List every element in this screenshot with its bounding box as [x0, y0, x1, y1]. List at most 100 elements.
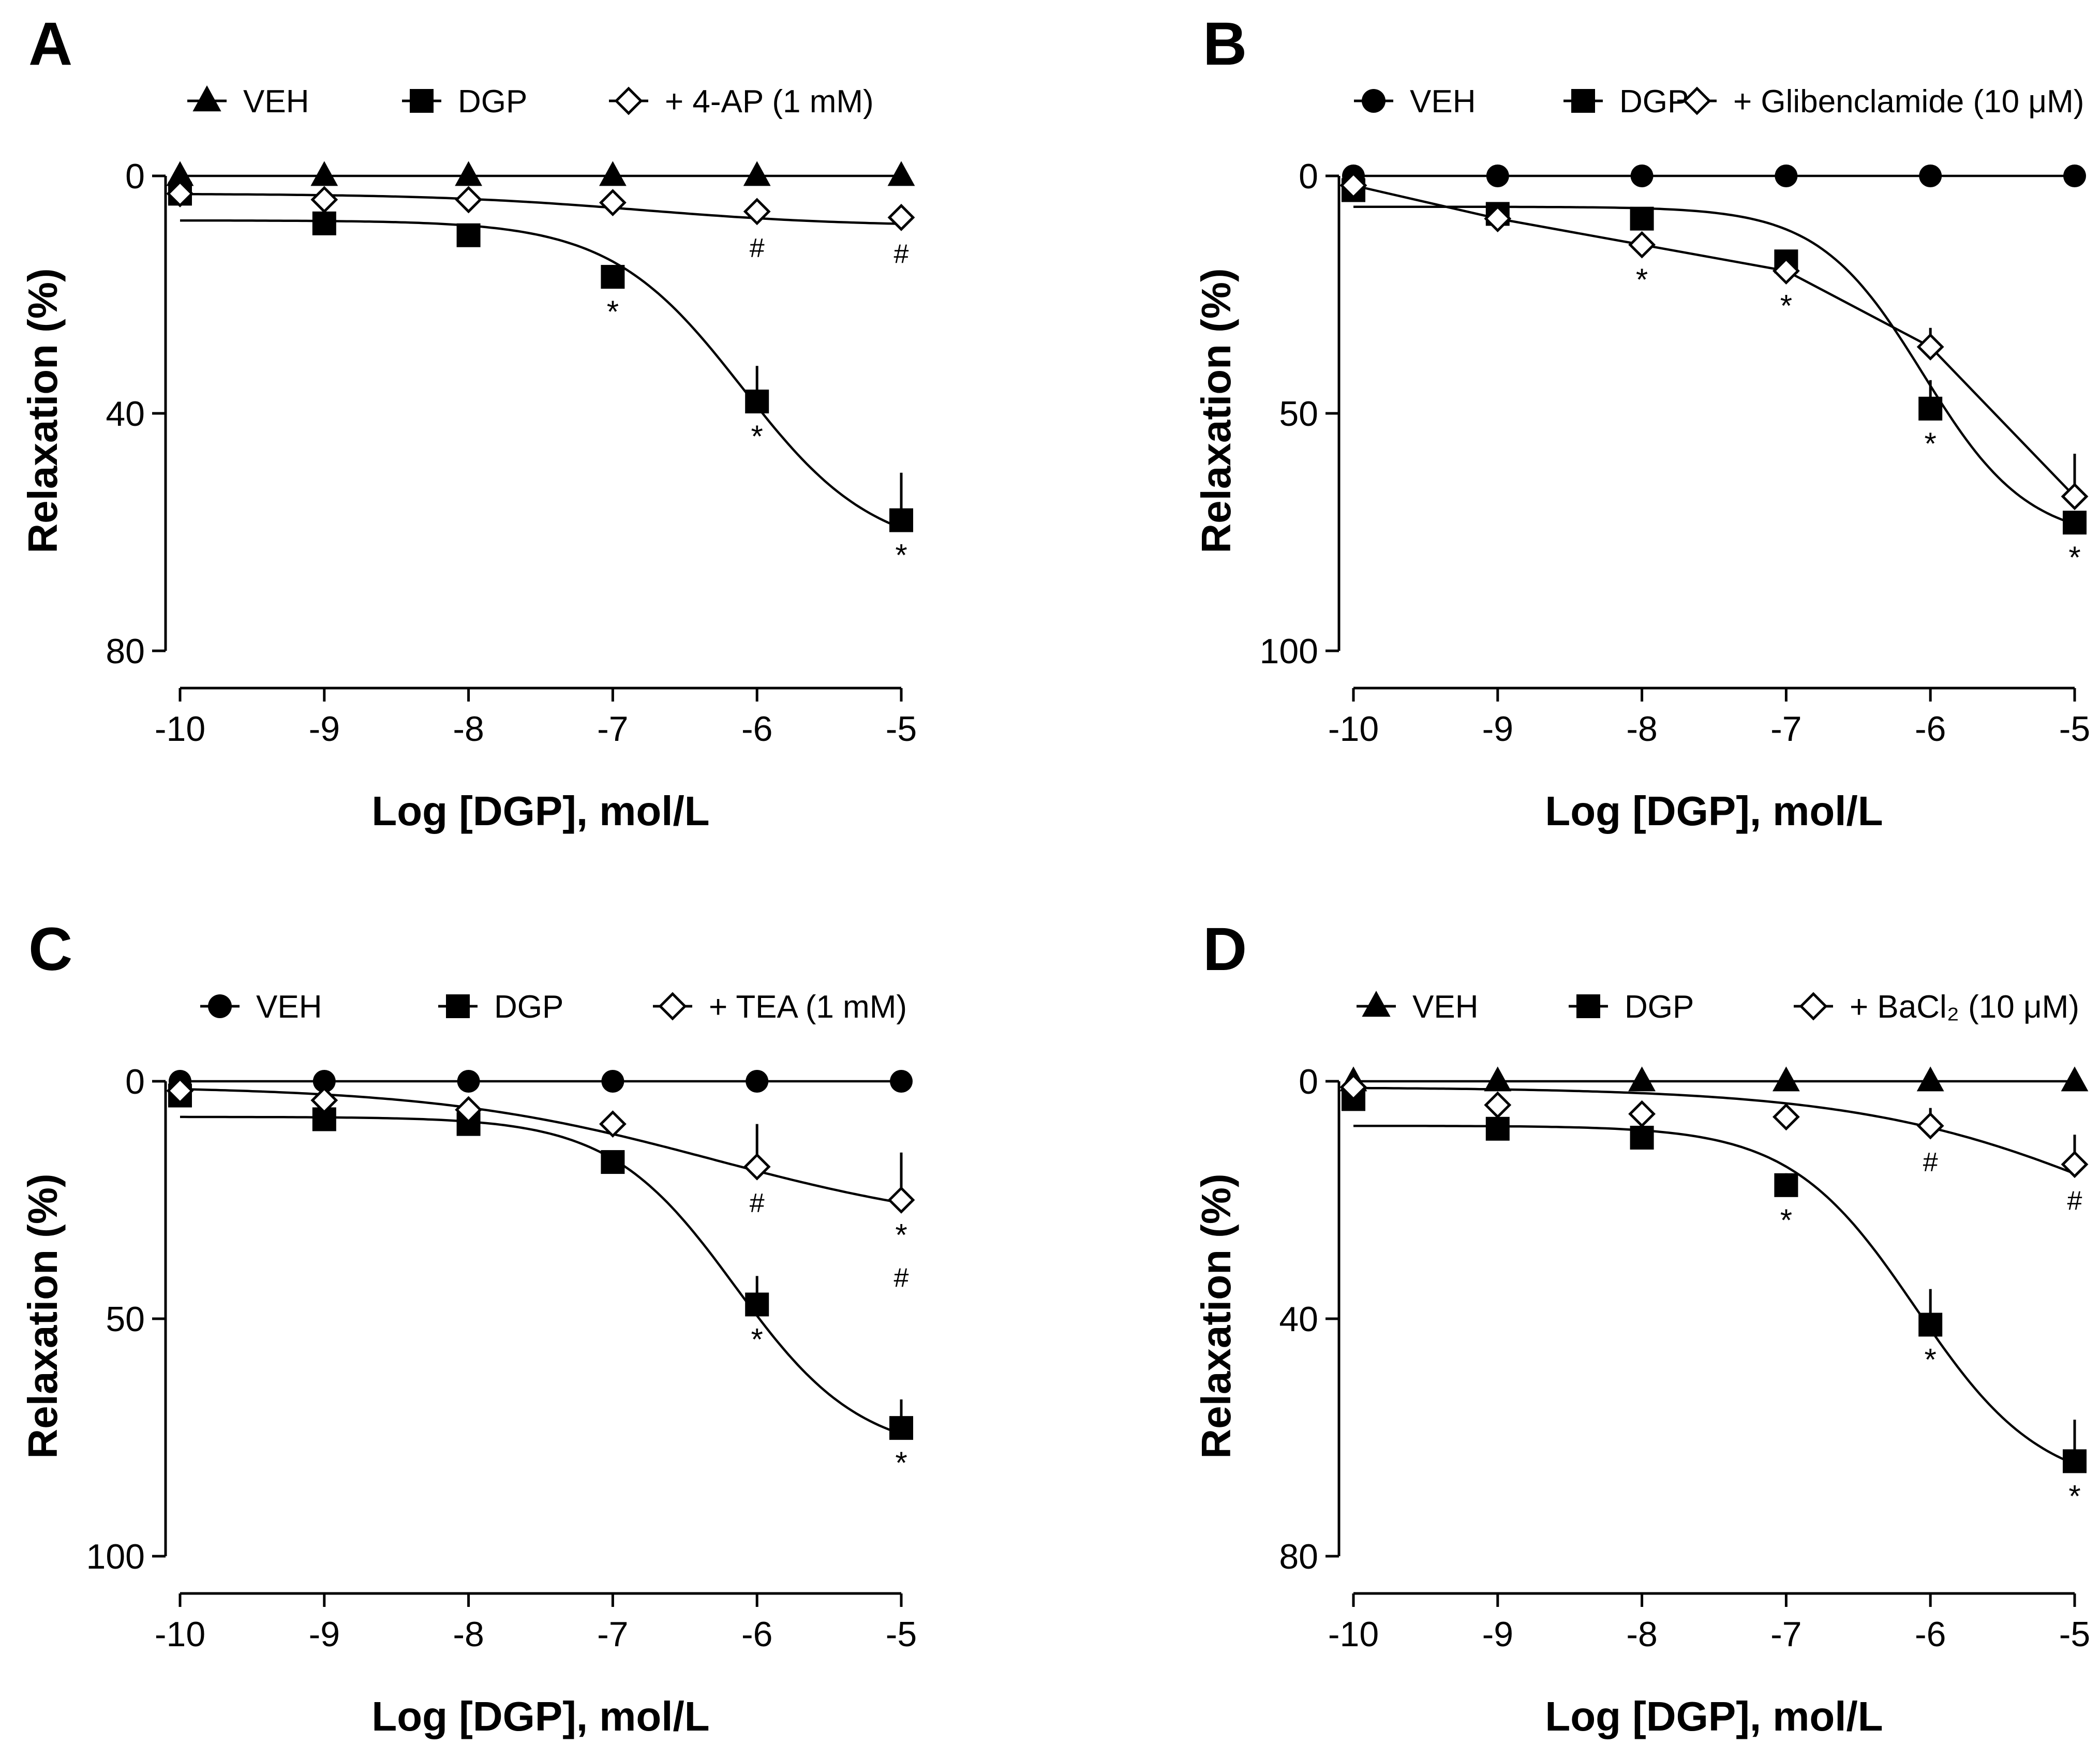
data-point — [1628, 1066, 1656, 1092]
panel-plot: 0 40 80 -10 -9 -8 -7 -6 -5 Log [DGP], mol/L Relaxa… — [1193, 989, 2090, 1739]
legend: VEH DGP + 4-AP (1 mM) — [187, 84, 874, 120]
data-point — [455, 161, 482, 186]
x-tick-label: -5 — [886, 709, 917, 749]
data-point — [310, 1086, 338, 1114]
legend-label: + Glibenclamide (10 μM) — [1733, 84, 2084, 120]
data-point — [601, 1070, 624, 1093]
data-point — [743, 1153, 771, 1181]
data-point — [1339, 1074, 1367, 1101]
data-point — [601, 1150, 625, 1174]
data-point — [745, 1292, 769, 1317]
legend-item: + 4-AP (1 mM) — [609, 84, 874, 120]
data-point — [1916, 333, 1944, 361]
data-point — [2063, 165, 2086, 187]
data-point — [599, 189, 627, 217]
data-point — [599, 1110, 627, 1138]
significance-hash: # — [750, 233, 765, 263]
legend-marker-circle — [208, 994, 232, 1018]
y-axis-title: Relaxation (%) — [20, 1173, 66, 1458]
x-axis-title: Log [DGP], mol/L — [1545, 788, 1883, 834]
x-tick-label: -8 — [1626, 1615, 1657, 1654]
legend: VEH DGP + BaCl₂ (10 μM) — [1357, 989, 2079, 1025]
y-axis-title: Relaxation (%) — [20, 268, 66, 553]
y-tick-label: 40 — [106, 394, 145, 434]
legend-item: + TEA (1 mM) — [653, 989, 907, 1025]
panel-letter: D — [1203, 915, 1247, 983]
data-point — [1918, 1313, 1943, 1337]
panel-letter: A — [28, 10, 72, 78]
series-square: ** — [168, 1083, 913, 1480]
x-axis-title: Log [DGP], mol/L — [1545, 1693, 1883, 1739]
significance-star: * — [607, 294, 619, 329]
y-tick-label: 40 — [1279, 1300, 1318, 1339]
legend-item: DGP — [1569, 989, 1694, 1025]
data-point — [745, 390, 769, 414]
legend-marker-square — [1576, 994, 1600, 1018]
data-point — [1630, 165, 1654, 187]
data-point — [310, 161, 338, 186]
x-tick-label: -8 — [1626, 709, 1657, 749]
panel-B: B 0 50 100 -10 -9 -8 -7 -6 -5 Log [DGP], mol/L Rel… — [1193, 10, 2090, 834]
legend-label: DGP — [494, 989, 563, 1025]
data-point — [310, 186, 338, 214]
significance-star: * — [1925, 426, 1937, 461]
legend-item: VEH — [1357, 989, 1478, 1025]
legend-label: DGP — [1625, 989, 1694, 1025]
panel-letter: B — [1203, 10, 1247, 78]
legend-item: VEH — [200, 989, 322, 1025]
legend-label: VEH — [1410, 84, 1476, 120]
y-tick-label: 50 — [1279, 394, 1318, 434]
x-tick-label: -10 — [155, 709, 205, 749]
data-point — [1773, 1066, 1800, 1092]
data-point — [1772, 257, 1800, 285]
data-point — [2061, 1151, 2089, 1179]
significance-star: * — [751, 419, 763, 454]
data-point — [1628, 1100, 1656, 1128]
legend-label: + TEA (1 mM) — [709, 989, 907, 1025]
significance-hash: # — [894, 239, 909, 269]
legend-label: + BaCl₂ (10 μM) — [1850, 989, 2079, 1025]
legend-marker-triangle — [1362, 991, 1391, 1017]
x-tick-label: -10 — [1328, 709, 1379, 749]
x-tick-label: -9 — [1482, 1615, 1513, 1654]
legend-marker-diamond — [614, 86, 643, 115]
legend-marker-diamond — [658, 992, 687, 1021]
x-tick-label: -7 — [597, 709, 628, 749]
data-point — [889, 508, 913, 532]
panel-plot: 0 40 80 -10 -9 -8 -7 -6 -5 Log [DGP], mol/L Relaxa… — [20, 84, 917, 834]
series-diamond: # * # — [166, 1077, 915, 1293]
legend-label: + 4-AP (1 mM) — [665, 84, 874, 120]
data-point — [890, 1070, 913, 1093]
data-point — [1916, 1066, 1944, 1092]
x-tick-label: -7 — [1770, 1615, 1801, 1654]
y-tick-label: 80 — [106, 632, 145, 671]
series-diamond: ## — [166, 180, 915, 269]
panel-A: A 0 40 80 -10 -9 -8 -7 -6 -5 Log [DGP], mol/L Rela… — [20, 10, 917, 834]
x-tick-label: -6 — [741, 1615, 772, 1654]
legend-label: DGP — [1619, 84, 1689, 120]
x-axis-title: Log [DGP], mol/L — [371, 788, 709, 834]
data-point — [166, 1077, 194, 1105]
x-tick-label: -8 — [453, 1615, 484, 1654]
legend-label: DGP — [458, 84, 527, 120]
legend-item: + BaCl₂ (10 μM) — [1794, 989, 2079, 1025]
data-point — [887, 1186, 915, 1214]
fit-curve — [1353, 205, 2075, 526]
data-point — [887, 161, 915, 186]
fit-curve — [1353, 184, 2076, 498]
x-tick-label: -6 — [741, 709, 772, 749]
data-point — [1484, 205, 1512, 233]
significance-star: * — [2068, 540, 2080, 575]
data-point — [887, 203, 915, 231]
data-point — [599, 161, 627, 186]
legend-item: + Glibenclamide (10 μM) — [1677, 84, 2084, 120]
panel-plot: 0 50 100 -10 -9 -8 -7 -6 -5 Log [DGP], mol/L Relax… — [1193, 84, 2090, 834]
significance-star: * — [1925, 1342, 1937, 1377]
data-point — [456, 223, 481, 247]
series-square: * * * — [168, 182, 913, 573]
data-point — [743, 161, 771, 186]
y-tick-label: 50 — [106, 1300, 145, 1339]
data-point — [889, 1416, 913, 1440]
data-point — [457, 1070, 480, 1093]
